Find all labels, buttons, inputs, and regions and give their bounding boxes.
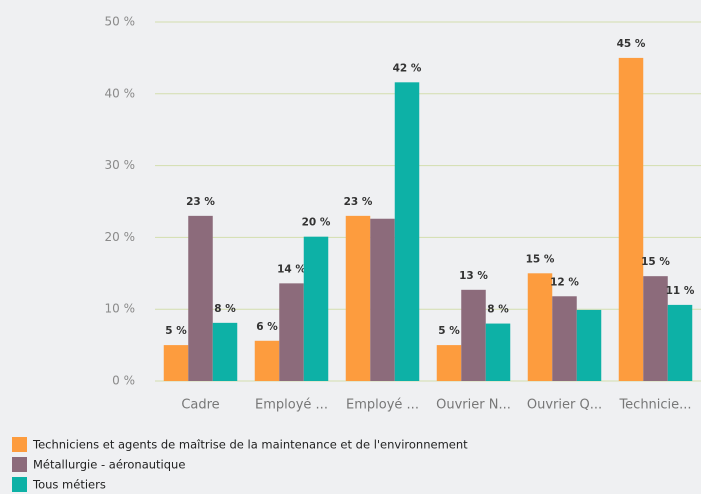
x-tick-label: Ouvrier Q... (527, 398, 602, 413)
bar (254, 340, 280, 381)
y-tick-label: 20 % (105, 230, 136, 244)
bar (163, 345, 189, 381)
x-tick-label: Employé ... (255, 398, 328, 413)
data-label: 15 % (526, 253, 555, 265)
x-tick-label: Ouvrier N... (436, 398, 511, 413)
data-label: 23 % (186, 196, 215, 208)
data-label: 8 % (214, 303, 236, 315)
bar (576, 309, 602, 381)
data-label: 12 % (550, 276, 579, 288)
y-tick-label: 30 % (105, 158, 136, 172)
y-tick-label: 10 % (105, 302, 136, 316)
data-label: 6 % (256, 321, 278, 333)
legend-label: Techniciens et agents de maîtrise de la … (32, 438, 468, 452)
data-label: 23 % (344, 196, 373, 208)
data-label: 11 % (666, 285, 695, 297)
legend-label: Tous métiers (32, 478, 106, 492)
bar (188, 215, 213, 381)
bar (394, 82, 420, 381)
data-label: 5 % (165, 325, 187, 337)
data-label: 5 % (438, 325, 460, 337)
bar (552, 296, 577, 381)
bar (527, 273, 553, 381)
bar (618, 57, 644, 382)
bar (436, 345, 462, 381)
legend-swatch (12, 457, 27, 472)
bar (667, 304, 693, 381)
bar (461, 289, 486, 381)
x-tick-label: Employé ... (346, 398, 419, 413)
bar (345, 215, 371, 381)
bar (303, 236, 329, 381)
bar (485, 323, 511, 381)
y-tick-label: 40 % (105, 86, 136, 100)
y-tick-label: 50 % (105, 15, 136, 29)
data-label: 42 % (393, 62, 422, 74)
data-label: 8 % (487, 304, 509, 316)
bar (279, 283, 304, 381)
legend-swatch (12, 477, 27, 492)
data-label: 13 % (459, 270, 488, 282)
data-label: 14 % (277, 263, 306, 275)
legend-label: Métallurgie - aéronautique (33, 458, 185, 472)
bar (212, 322, 238, 381)
x-tick-label: Technicie... (618, 398, 691, 413)
x-tick-label: Cadre (181, 398, 219, 413)
bar (370, 218, 395, 381)
data-label: 20 % (302, 217, 331, 229)
data-label: 45 % (617, 38, 646, 50)
legend-swatch (12, 437, 27, 452)
bar (643, 276, 668, 381)
y-tick-label: 0 % (112, 374, 135, 388)
data-label: 15 % (641, 256, 670, 268)
